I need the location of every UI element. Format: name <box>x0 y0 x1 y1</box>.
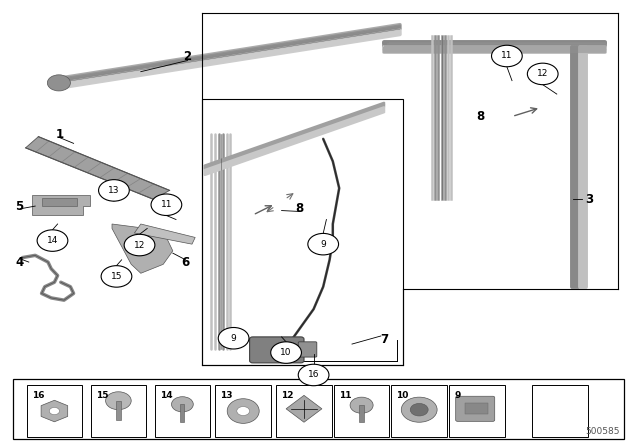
Bar <box>276 385 332 437</box>
Text: 500585: 500585 <box>585 427 620 436</box>
Polygon shape <box>26 137 170 199</box>
Text: 8: 8 <box>296 202 303 215</box>
Circle shape <box>410 403 428 416</box>
Text: 7: 7 <box>380 332 388 346</box>
Text: 12: 12 <box>134 241 145 250</box>
Ellipse shape <box>227 399 259 423</box>
Text: 14: 14 <box>160 391 172 400</box>
Circle shape <box>492 45 522 67</box>
Text: 6: 6 <box>182 256 189 270</box>
Text: 11: 11 <box>161 200 172 209</box>
Text: 15: 15 <box>111 272 122 281</box>
FancyBboxPatch shape <box>456 396 495 421</box>
Circle shape <box>124 234 155 256</box>
Bar <box>215 385 271 437</box>
Circle shape <box>237 407 250 416</box>
FancyBboxPatch shape <box>250 337 304 363</box>
Bar <box>465 403 488 414</box>
Text: 11: 11 <box>501 52 513 60</box>
Polygon shape <box>112 224 173 273</box>
Polygon shape <box>134 224 195 244</box>
Text: 9: 9 <box>321 240 326 249</box>
Text: 2: 2 <box>184 49 191 63</box>
Text: 16: 16 <box>32 391 44 400</box>
Circle shape <box>401 397 437 422</box>
Text: 10: 10 <box>280 348 292 357</box>
Bar <box>449 385 504 437</box>
Bar <box>202 99 403 365</box>
Bar <box>13 379 624 439</box>
Circle shape <box>298 364 329 386</box>
Circle shape <box>218 327 249 349</box>
Text: 12: 12 <box>537 69 548 78</box>
Circle shape <box>37 230 68 251</box>
Circle shape <box>271 342 301 363</box>
Circle shape <box>151 194 182 215</box>
Text: 11: 11 <box>339 391 351 400</box>
Text: 9: 9 <box>454 391 460 400</box>
FancyBboxPatch shape <box>298 342 317 357</box>
Circle shape <box>47 75 70 91</box>
Text: 13: 13 <box>220 391 233 400</box>
Circle shape <box>49 408 60 415</box>
Bar <box>532 385 588 437</box>
Bar <box>334 385 389 437</box>
Text: 8: 8 <box>476 110 484 123</box>
Text: 4: 4 <box>15 255 23 269</box>
Circle shape <box>350 397 373 413</box>
Bar <box>155 385 210 437</box>
Polygon shape <box>32 195 90 215</box>
Circle shape <box>172 397 193 412</box>
Bar <box>359 405 364 422</box>
Text: 15: 15 <box>96 391 108 400</box>
Text: 12: 12 <box>282 391 294 400</box>
Text: 3: 3 <box>585 193 593 206</box>
Circle shape <box>101 266 132 287</box>
Bar <box>180 404 184 422</box>
Bar <box>27 385 82 437</box>
Circle shape <box>527 63 558 85</box>
Circle shape <box>99 180 129 201</box>
Circle shape <box>308 233 339 255</box>
Bar <box>42 198 77 206</box>
Polygon shape <box>286 396 322 422</box>
Polygon shape <box>41 401 68 422</box>
Bar <box>392 385 447 437</box>
Circle shape <box>106 392 131 409</box>
Bar <box>116 401 121 420</box>
Text: 10: 10 <box>397 391 409 400</box>
Text: 13: 13 <box>108 186 120 195</box>
Text: 1: 1 <box>56 128 63 141</box>
Bar <box>91 385 147 437</box>
Text: 5: 5 <box>15 199 23 213</box>
Text: 9: 9 <box>231 334 236 343</box>
Text: 16: 16 <box>308 370 319 379</box>
Text: 14: 14 <box>47 236 58 245</box>
